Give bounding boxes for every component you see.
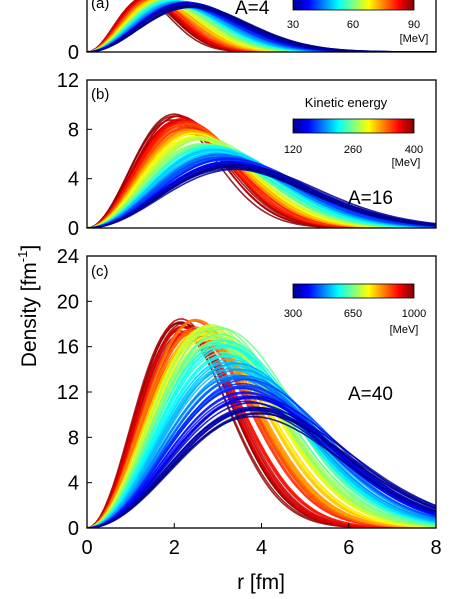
y-axis-label-close: ] <box>18 245 41 251</box>
panel-a-tag: (a) <box>91 0 109 12</box>
panel-b-colorbar-tick-2: 400 <box>405 144 423 156</box>
y-tick-label: 8 <box>68 427 79 449</box>
panel-b: 0 4 8 12 (b) A=16 Kinetic energy 120 260 40… <box>57 70 437 240</box>
panel-a-colorbar-tick-1: 60 <box>347 19 359 31</box>
x-tick-label: 2 <box>169 537 180 559</box>
panel-a-ticks: 0 <box>68 42 92 64</box>
panel-c-annotation: A=40 <box>348 384 393 405</box>
y-tick-label: 20 <box>57 291 79 313</box>
y-tick-label: 12 <box>57 70 79 92</box>
y-tick-label: 8 <box>68 119 79 141</box>
panel-b-annotation: A=16 <box>348 188 393 209</box>
panel-c-colorbar-tick-2: 1000 <box>402 308 426 320</box>
y-tick-label: 0 <box>68 218 79 240</box>
panel-b-frame <box>86 79 437 229</box>
panel-c-colorbar-unit: [MeV] <box>390 324 419 336</box>
panel-a: 0 (a) A=4 30 60 90 [MeV] <box>68 0 437 64</box>
panel-b-colorbar-tick-0: 120 <box>284 144 302 156</box>
panel-b-colorbar-unit: [MeV] <box>392 157 421 169</box>
panel-c-colorbar <box>292 283 415 299</box>
panel-a-frame <box>86 0 437 53</box>
panel-a-colorbar-unit: [MeV] <box>400 33 429 45</box>
y-tick-label: 12 <box>57 382 79 404</box>
y-axis-label: Density [fm-1] <box>15 245 41 367</box>
panel-b-colorbar-tick-1: 260 <box>344 144 362 156</box>
x-tick-label: 6 <box>343 537 354 559</box>
density-curve <box>87 343 436 528</box>
panel-a-colorbar <box>292 0 415 11</box>
panel-c-curves <box>87 318 436 528</box>
density-curve <box>87 361 436 528</box>
y-tick-label: 4 <box>68 169 79 191</box>
x-tick-label: 4 <box>256 537 267 559</box>
panel-b-tag: (b) <box>91 86 109 103</box>
y-tick-label: 24 <box>57 246 79 268</box>
panel-b-colorbar <box>292 118 415 134</box>
panel-c-tag: (c) <box>91 263 109 280</box>
x-tick-label: 8 <box>430 537 441 559</box>
density-curve <box>87 166 436 228</box>
y-axis-label-exponent: -1 <box>15 251 30 263</box>
panel-b-ticks: 0 4 8 12 <box>57 70 92 240</box>
y-tick-label: 0 <box>68 42 79 64</box>
density-curve <box>87 402 436 528</box>
panel-b-colorbar-title: Kinetic energy <box>305 95 388 110</box>
panel-a-annotation: A=4 <box>235 0 270 19</box>
y-tick-label: 16 <box>57 337 79 359</box>
y-tick-label: 0 <box>68 518 79 540</box>
density-curve <box>87 415 436 528</box>
density-curve <box>87 329 436 528</box>
panel-c-colorbar-tick-0: 300 <box>284 308 302 320</box>
x-tick-label: 0 <box>81 537 92 559</box>
panel-a-colorbar-tick-0: 30 <box>287 19 299 31</box>
y-tick-label: 4 <box>68 473 79 495</box>
panel-a-colorbar-tick-2: 90 <box>408 19 420 31</box>
y-axis-label-main: Density [fm <box>18 262 41 367</box>
density-curve <box>87 409 436 528</box>
panel-c-colorbar-tick-1: 650 <box>344 308 362 320</box>
density-curve <box>87 407 436 528</box>
x-axis-label: r [fm] <box>237 571 285 594</box>
